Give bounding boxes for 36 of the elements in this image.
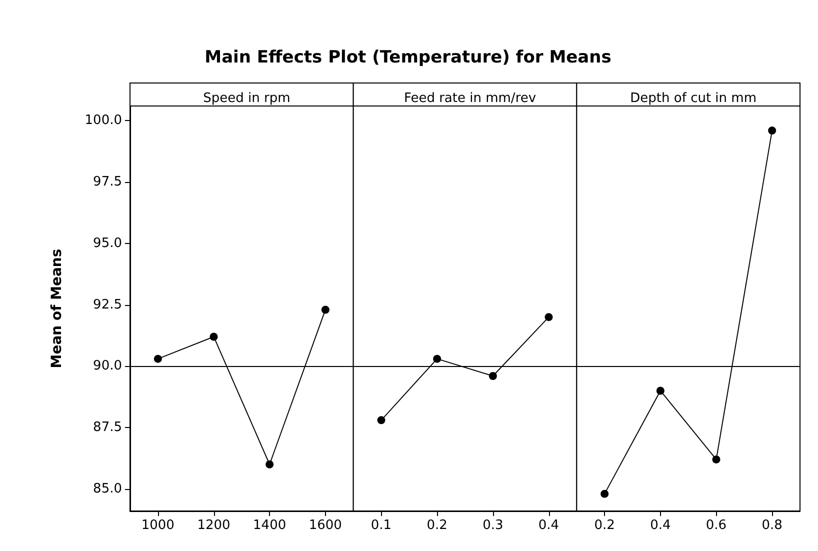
text: Main Effects Plot (Temperature) for Means: [204, 48, 612, 68]
y-tick-label: 95.0: [93, 236, 122, 251]
point: [433, 354, 442, 363]
chart-subtitle: Depth of cut in mm: [630, 91, 756, 106]
point: [544, 313, 553, 322]
x-tick-label: 0.3: [482, 518, 504, 533]
point: [266, 460, 274, 468]
y-tick-label: 87.5: [93, 420, 122, 436]
point: [488, 372, 497, 380]
point: [768, 126, 776, 135]
x-tick-label: 0.6: [706, 518, 727, 533]
y-tick-label: 85.0: [93, 481, 122, 496]
x-tick-label: 1000: [141, 518, 174, 533]
x-tick-label: 0.2: [594, 518, 615, 533]
y-tick-label: 92.5: [93, 297, 122, 312]
x-tick-label: 0.8: [762, 518, 782, 533]
x-tick-label: 0.2: [426, 518, 448, 533]
x-tick-label: 1600: [308, 518, 342, 533]
point: [154, 354, 162, 363]
point: [600, 490, 609, 498]
x-tick-label: 1400: [253, 518, 286, 533]
point: [210, 332, 218, 341]
y-tick-label: 90.0: [93, 358, 122, 374]
x-tick-label: 0.4: [538, 518, 560, 533]
x-tick-label: 1200: [197, 518, 230, 533]
point: [377, 416, 386, 424]
y-axis-title: Mean of Means: [49, 248, 65, 368]
chart-subtitle: Feed rate in mm/rev: [404, 91, 536, 106]
y-tick-label: 100.0: [84, 113, 122, 128]
x-tick-label: 0.4: [650, 518, 671, 533]
point: [712, 455, 720, 464]
x-tick-label: 0.1: [370, 518, 392, 533]
y-tick-label: 97.5: [93, 174, 122, 190]
point: [656, 386, 664, 395]
point: [321, 306, 330, 314]
chart-subtitle: Speed in rpm: [203, 91, 290, 106]
